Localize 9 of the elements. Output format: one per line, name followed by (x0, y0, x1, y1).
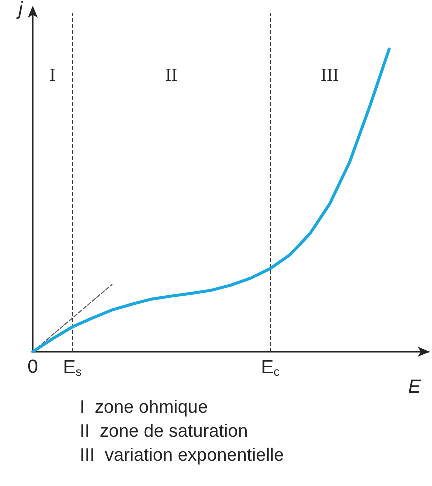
annotation: I (50, 65, 56, 85)
text: II zone de saturation (80, 421, 248, 441)
text: III variation exponentielle (80, 445, 284, 465)
x-axis-title: E (408, 377, 422, 398)
text: I zone ohmique (80, 397, 208, 417)
annotation: III (321, 65, 339, 85)
annotation: II (166, 65, 178, 85)
x-tick-label: 0 (28, 357, 38, 378)
y-axis-title: j (16, 0, 24, 20)
